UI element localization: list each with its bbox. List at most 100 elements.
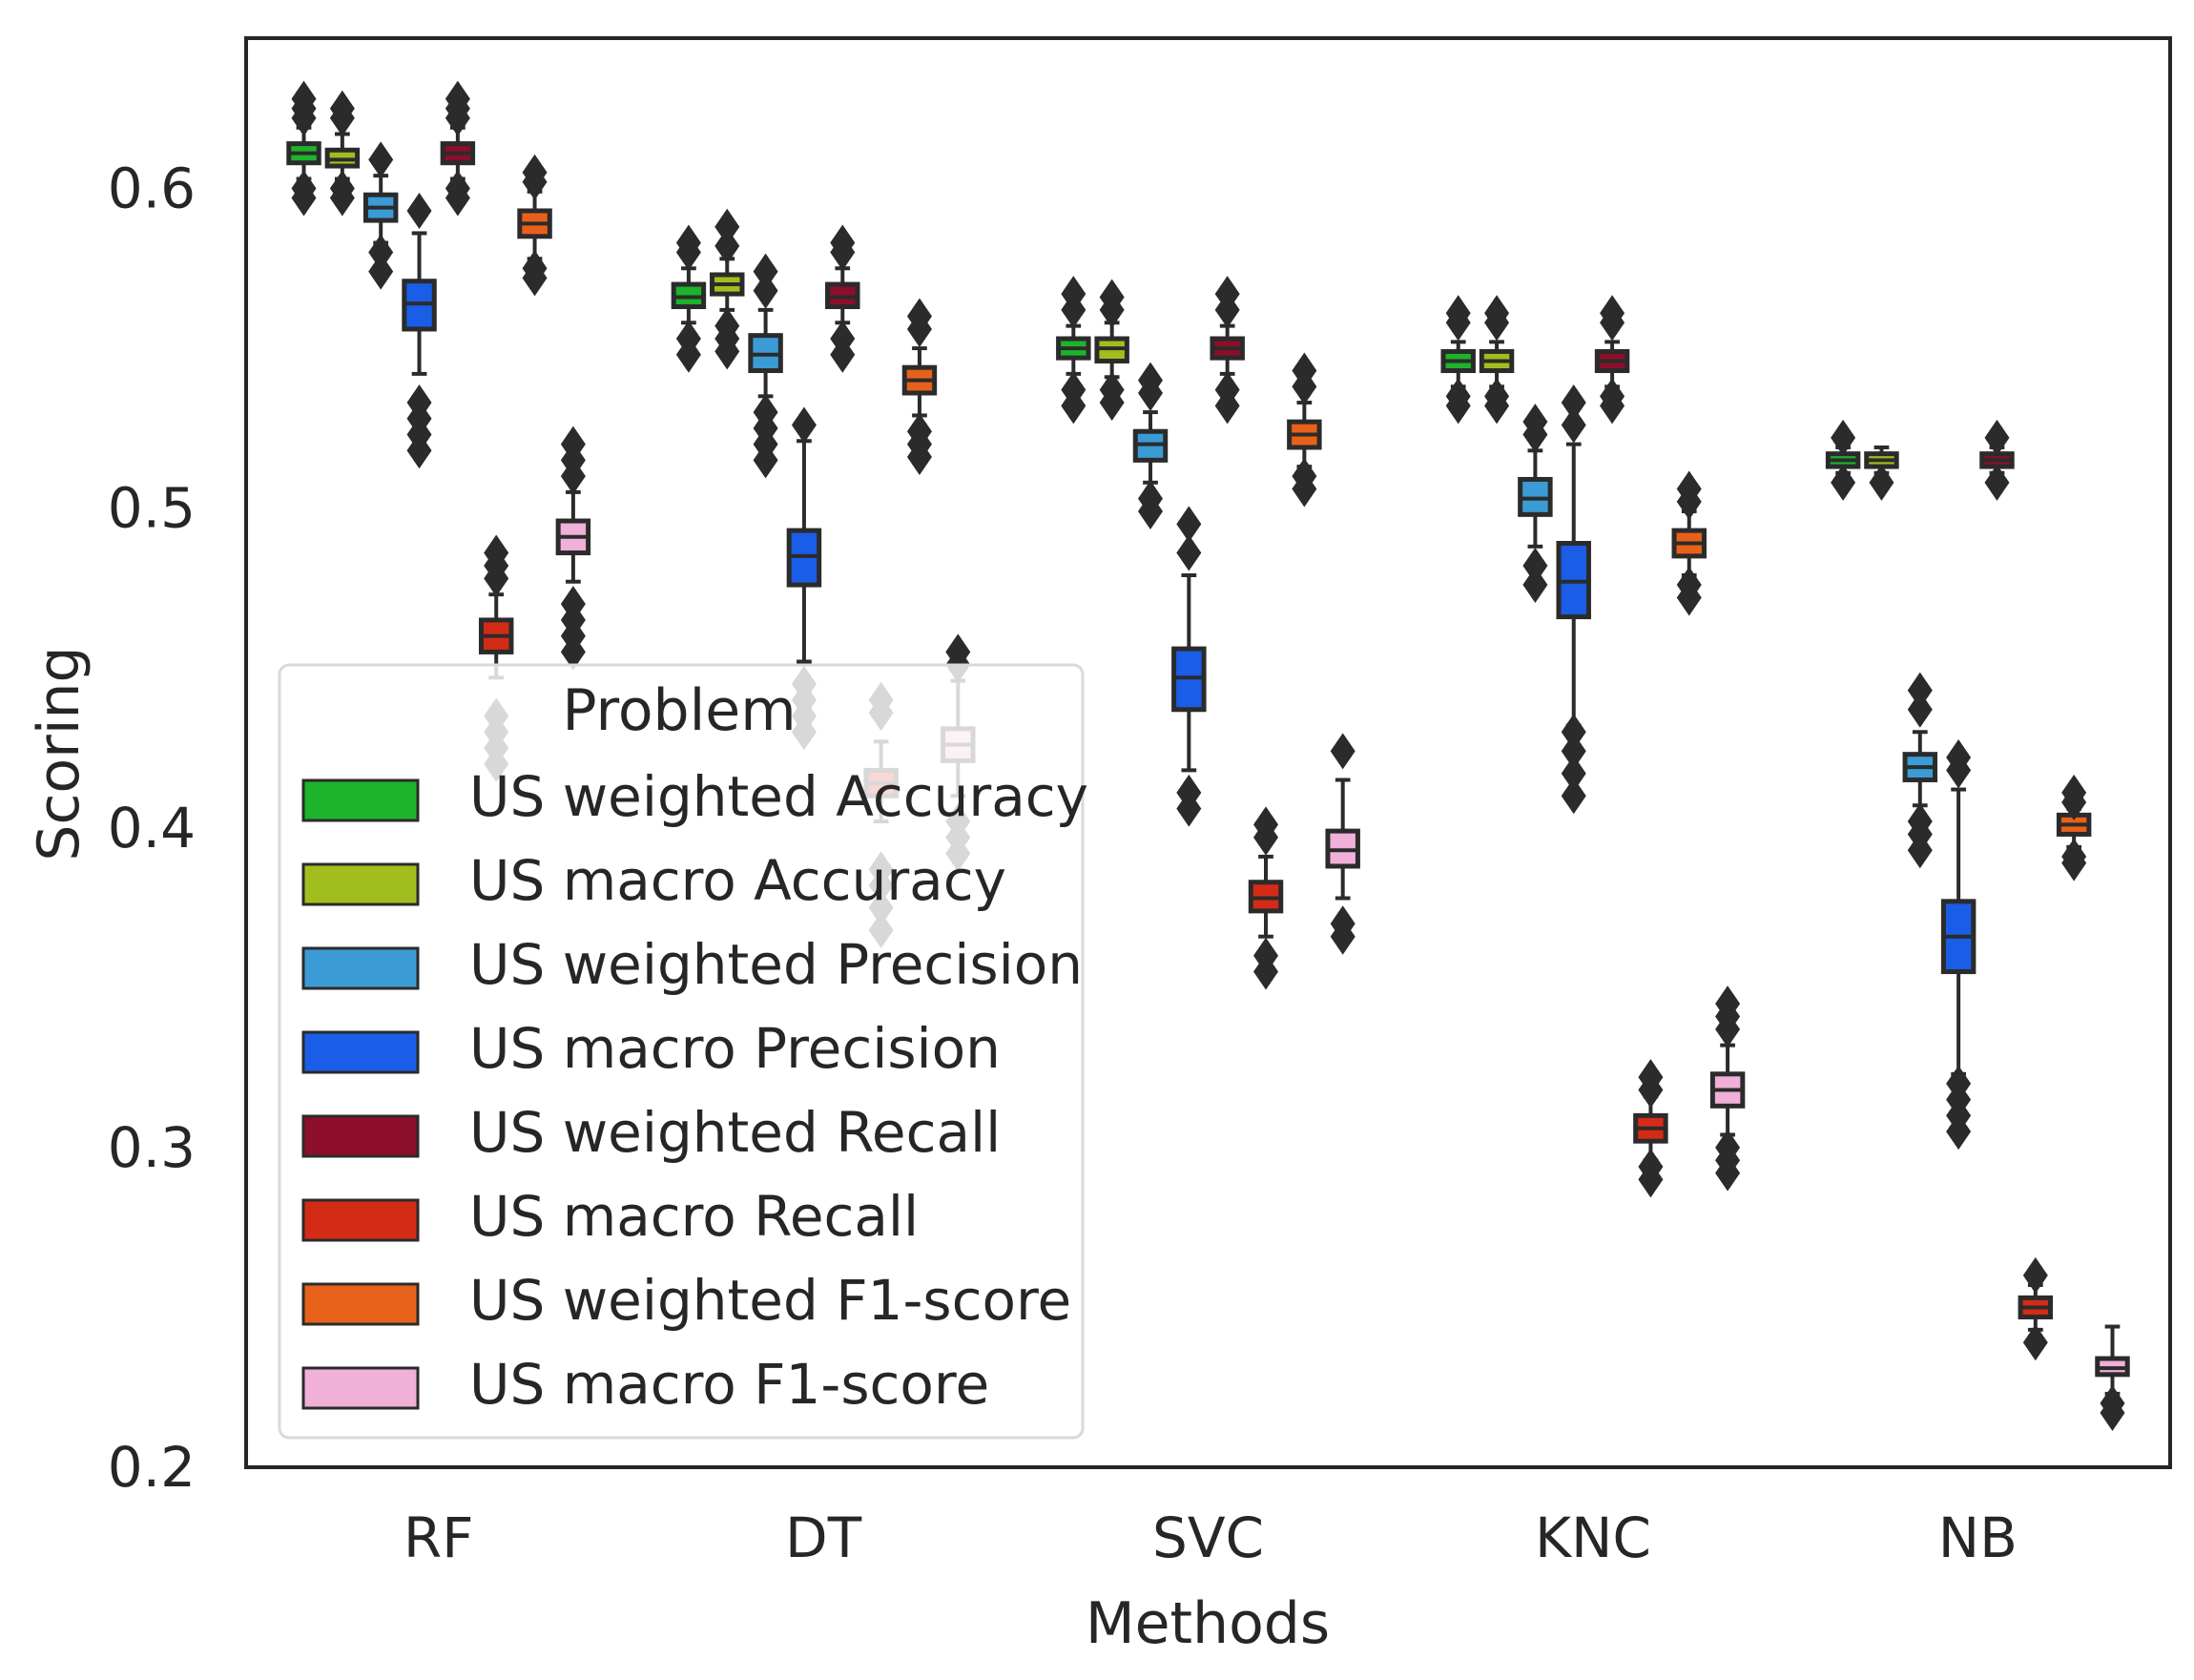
legend-frame: [278, 663, 1085, 1440]
flier-point: [1907, 803, 1933, 840]
flier-point: [1907, 691, 1933, 728]
y-tick-label: 0.3: [108, 1115, 196, 1180]
y-axis-label: Scoring: [26, 646, 93, 861]
legend-swatch: [301, 946, 420, 990]
flier-point: [714, 307, 740, 344]
flier-point: [1445, 295, 1471, 332]
flier-point: [445, 170, 470, 207]
flier-point: [1676, 567, 1702, 604]
flier-point: [1561, 778, 1586, 815]
box-NB-series-0: [1825, 419, 1861, 501]
flier-point: [1214, 276, 1240, 313]
ticks-layer: 0.2 0.3 0.4 0.5 0.6 RF DT SVC KNC NB: [108, 156, 2018, 1570]
flier-point: [1561, 733, 1586, 770]
box-RF-series-7: [555, 425, 591, 671]
flier-point: [1831, 464, 1856, 501]
flier-point: [714, 208, 740, 245]
box-RF-series-3: [402, 192, 437, 469]
box-SVC-series-6: [1287, 352, 1322, 508]
box-NB-series-3: [1940, 739, 1977, 1151]
box-KNC-series-1: [1479, 295, 1515, 425]
flier-point: [753, 253, 778, 290]
box-NB-series-7: [2095, 1324, 2130, 1432]
box-KNC-series-3: [1556, 384, 1591, 815]
box-DT-series-0: [671, 224, 707, 373]
flier-point: [1445, 378, 1471, 415]
flier-point: [1522, 404, 1548, 441]
box-RF-series-0: [286, 80, 321, 217]
flier-point: [1946, 1065, 1972, 1102]
legend-swatch: [301, 1282, 420, 1326]
flier-point: [368, 141, 394, 178]
legend-entry: US weighted Accuracy: [301, 764, 1088, 829]
flier-point: [1831, 419, 1856, 456]
legend-items: US weighted Accuracy US macro Accuracy US …: [301, 764, 1088, 1417]
box-SVC-series-4: [1210, 276, 1245, 425]
flier-point: [1099, 371, 1125, 408]
legend-label: US macro Recall: [469, 1184, 919, 1249]
flier-point: [1600, 378, 1625, 415]
flier-point: [522, 154, 548, 191]
flier-point: [2022, 1256, 2048, 1294]
plot-frame: [244, 36, 2172, 1469]
flier-point: [1638, 1148, 1664, 1185]
box-SVC-series-2: [1132, 362, 1169, 529]
box-RF-series-6: [517, 154, 552, 297]
legend-swatch: [301, 1366, 420, 1410]
legend-entry: US macro Accuracy: [301, 848, 1006, 913]
legend-entry: US macro F1-score: [301, 1352, 989, 1417]
flier-point: [1214, 371, 1240, 408]
legend-entry: US macro Recall: [301, 1184, 919, 1249]
flier-point: [1715, 1129, 1741, 1166]
flier-point: [1330, 905, 1356, 943]
flier-point: [1176, 534, 1202, 571]
flier-point: [1253, 806, 1279, 843]
flier-point: [1676, 470, 1702, 508]
flier-point: [1292, 458, 1317, 495]
y-tick-label: 0.6: [108, 156, 196, 221]
flier-point: [830, 224, 856, 261]
y-tick-label: 0.2: [108, 1435, 196, 1500]
flier-point: [1522, 547, 1548, 584]
flier-point: [445, 80, 470, 117]
flier-point: [1176, 774, 1202, 811]
box-KNC-series-4: [1594, 295, 1630, 425]
flier-point: [714, 227, 740, 264]
legend-label: US macro Precision: [469, 1016, 1001, 1081]
flier-point: [1984, 419, 2010, 456]
flier-point: [1292, 352, 1317, 389]
x-axis-label: Methods: [1086, 1590, 1330, 1657]
box-KNC-series-5: [1633, 1059, 1668, 1198]
flier-point: [406, 192, 432, 229]
box-KNC-series-0: [1440, 295, 1476, 425]
flier-point: [291, 170, 317, 207]
flier-point: [791, 406, 817, 444]
flier-point: [368, 234, 394, 271]
box-KNC-series-6: [1671, 470, 1707, 616]
box-RF-series-4: [440, 80, 476, 217]
flier-point: [1600, 295, 1625, 332]
box-RF-series-2: [362, 141, 399, 290]
box-SVC-series-1: [1094, 279, 1129, 422]
legend-entry: US macro Precision: [301, 1016, 1001, 1081]
box-NB-series-5: [2018, 1256, 2054, 1361]
flier-point: [522, 250, 548, 287]
flier-point: [945, 633, 971, 671]
x-tick-label: NB: [1938, 1505, 2018, 1570]
box-SVC-series-0: [1056, 276, 1091, 425]
y-tick-label: 0.5: [108, 476, 196, 541]
box-DT-series-1: [710, 208, 745, 370]
flier-point: [560, 586, 586, 623]
box-KNC-series-2: [1518, 404, 1553, 604]
flier-point: [1869, 464, 1894, 501]
flier-point: [1561, 384, 1586, 422]
flier-point: [675, 224, 701, 261]
flier-point: [560, 425, 586, 463]
flier-point: [1946, 739, 1972, 777]
x-tick-label: KNC: [1535, 1505, 1651, 1570]
legend-label: US weighted Recall: [469, 1100, 1001, 1165]
flier-point: [1137, 362, 1163, 399]
flier-point: [830, 321, 856, 358]
flier-point: [906, 413, 932, 450]
flier-point: [1061, 276, 1087, 313]
